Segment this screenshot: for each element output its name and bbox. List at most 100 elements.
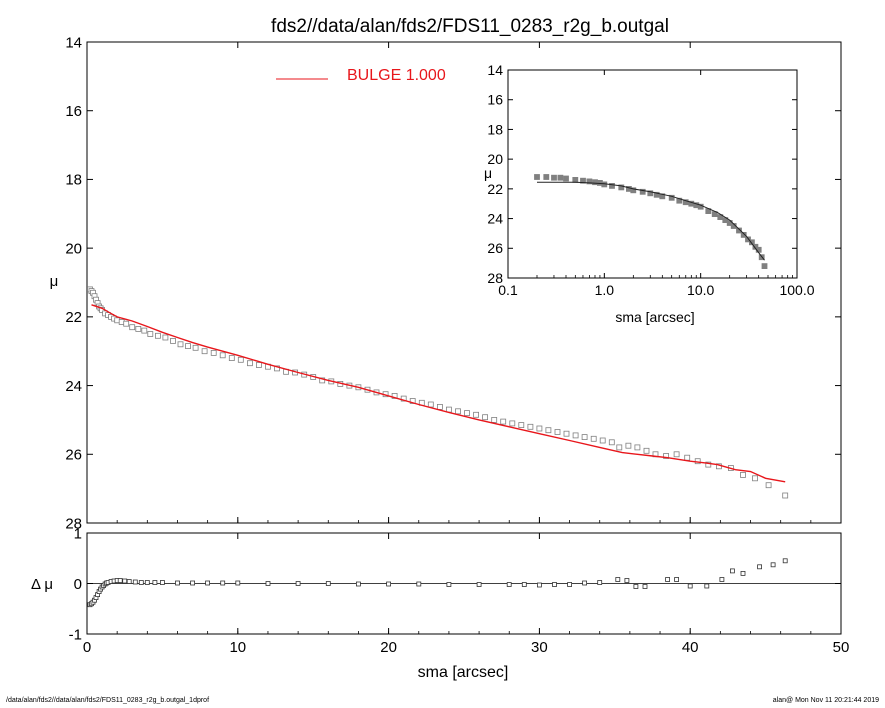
y-tick-label: 18 xyxy=(487,121,503,137)
data-point xyxy=(491,416,498,423)
data-point xyxy=(704,583,710,589)
y-tick-label: 1 xyxy=(74,525,82,542)
data-point xyxy=(665,577,670,582)
x-tick-label: 0 xyxy=(83,639,91,656)
main-marks xyxy=(87,286,789,499)
data-point xyxy=(446,582,452,587)
data-point xyxy=(159,580,165,585)
data-point xyxy=(319,377,326,384)
data-point xyxy=(572,176,579,183)
data-point xyxy=(730,568,735,574)
data-point xyxy=(527,423,534,430)
data-point xyxy=(618,184,625,191)
data-point xyxy=(563,175,569,182)
data-point xyxy=(295,581,301,586)
x-tick-label: 20 xyxy=(380,639,397,656)
data-point xyxy=(521,582,527,587)
data-point xyxy=(386,581,392,587)
data-point xyxy=(265,581,271,586)
data-point xyxy=(740,231,747,238)
data-point xyxy=(554,429,561,435)
data-point xyxy=(192,344,199,351)
y-tick-label: 14 xyxy=(487,62,503,78)
y-tick-label: 0 xyxy=(74,576,82,593)
data-point xyxy=(740,571,746,576)
data-point xyxy=(608,439,615,446)
data-point xyxy=(122,578,128,584)
data-point xyxy=(506,582,512,587)
data-point xyxy=(175,580,180,586)
data-point xyxy=(624,578,630,583)
y-tick-label: 16 xyxy=(487,92,503,108)
data-point xyxy=(770,562,776,568)
data-point xyxy=(590,435,597,442)
data-point xyxy=(201,348,208,355)
data-point xyxy=(673,451,680,458)
data-point xyxy=(757,564,762,570)
data-point xyxy=(138,580,144,585)
data-point xyxy=(557,174,564,181)
data-point xyxy=(144,580,150,585)
data-point xyxy=(355,581,361,587)
data-point xyxy=(220,580,226,586)
data-point xyxy=(752,475,758,482)
main-ticks: 14 16 18 20 22 24 26 28 xyxy=(65,34,842,532)
data-point xyxy=(482,414,489,421)
legend-label: BULGE 1.000 xyxy=(347,67,446,84)
y-tick-label: 26 xyxy=(65,447,82,464)
data-point xyxy=(325,581,331,586)
data-point xyxy=(642,584,648,589)
data-point xyxy=(455,408,461,415)
x-tick-label: 30 xyxy=(531,639,548,656)
data-point xyxy=(129,324,136,331)
data-point xyxy=(633,584,639,589)
data-point xyxy=(572,432,579,439)
data-point xyxy=(639,188,646,195)
data-point xyxy=(616,444,623,451)
x-tick-label: 10.0 xyxy=(687,282,714,298)
data-point xyxy=(653,191,660,198)
data-point xyxy=(543,174,550,180)
data-point xyxy=(582,580,587,586)
data-point xyxy=(255,362,262,368)
residual-ylabel: Δ μ xyxy=(31,576,53,593)
data-point xyxy=(659,193,666,200)
y-tick-label: 28 xyxy=(65,515,82,532)
data-point xyxy=(740,471,746,478)
data-point xyxy=(427,401,434,408)
y-tick-label: 18 xyxy=(65,172,82,189)
chart-title: fds2//data/alan/fds2/FDS11_0283_r2g_b.ou… xyxy=(271,16,669,37)
inset-xlabel: sma [arcsec] xyxy=(615,309,694,325)
series-line xyxy=(537,181,765,261)
data-point xyxy=(228,355,235,362)
data-point xyxy=(205,580,211,586)
data-point xyxy=(132,579,138,585)
series-line xyxy=(91,304,786,483)
data-point xyxy=(162,334,169,341)
data-point xyxy=(761,263,768,270)
data-point xyxy=(464,410,470,417)
data-point xyxy=(586,178,593,185)
inset-background xyxy=(508,70,797,278)
y-tick-label: 22 xyxy=(487,181,503,197)
data-point xyxy=(643,447,650,454)
data-point xyxy=(147,331,154,337)
data-point xyxy=(682,199,689,206)
data-point xyxy=(123,320,130,327)
data-point xyxy=(141,327,148,334)
inset-panel: 14 16 18 20 22 24 26 280.1 1.0 10.0 100.0 μ sma [a… xyxy=(484,62,815,325)
data-point xyxy=(551,174,557,181)
data-point xyxy=(668,194,675,201)
x-tick-label: 50 xyxy=(833,639,850,656)
data-point xyxy=(534,174,540,180)
data-point xyxy=(745,236,751,243)
data-point xyxy=(210,349,217,356)
data-point xyxy=(235,580,241,586)
y-tick-label: 20 xyxy=(487,151,503,167)
data-point xyxy=(597,580,603,585)
data-point xyxy=(630,187,637,194)
inset-ticks: 14 16 18 20 22 24 26 280.1 1.0 10.0 100.0 xyxy=(487,62,814,298)
data-point xyxy=(674,577,679,582)
data-point xyxy=(765,482,772,489)
